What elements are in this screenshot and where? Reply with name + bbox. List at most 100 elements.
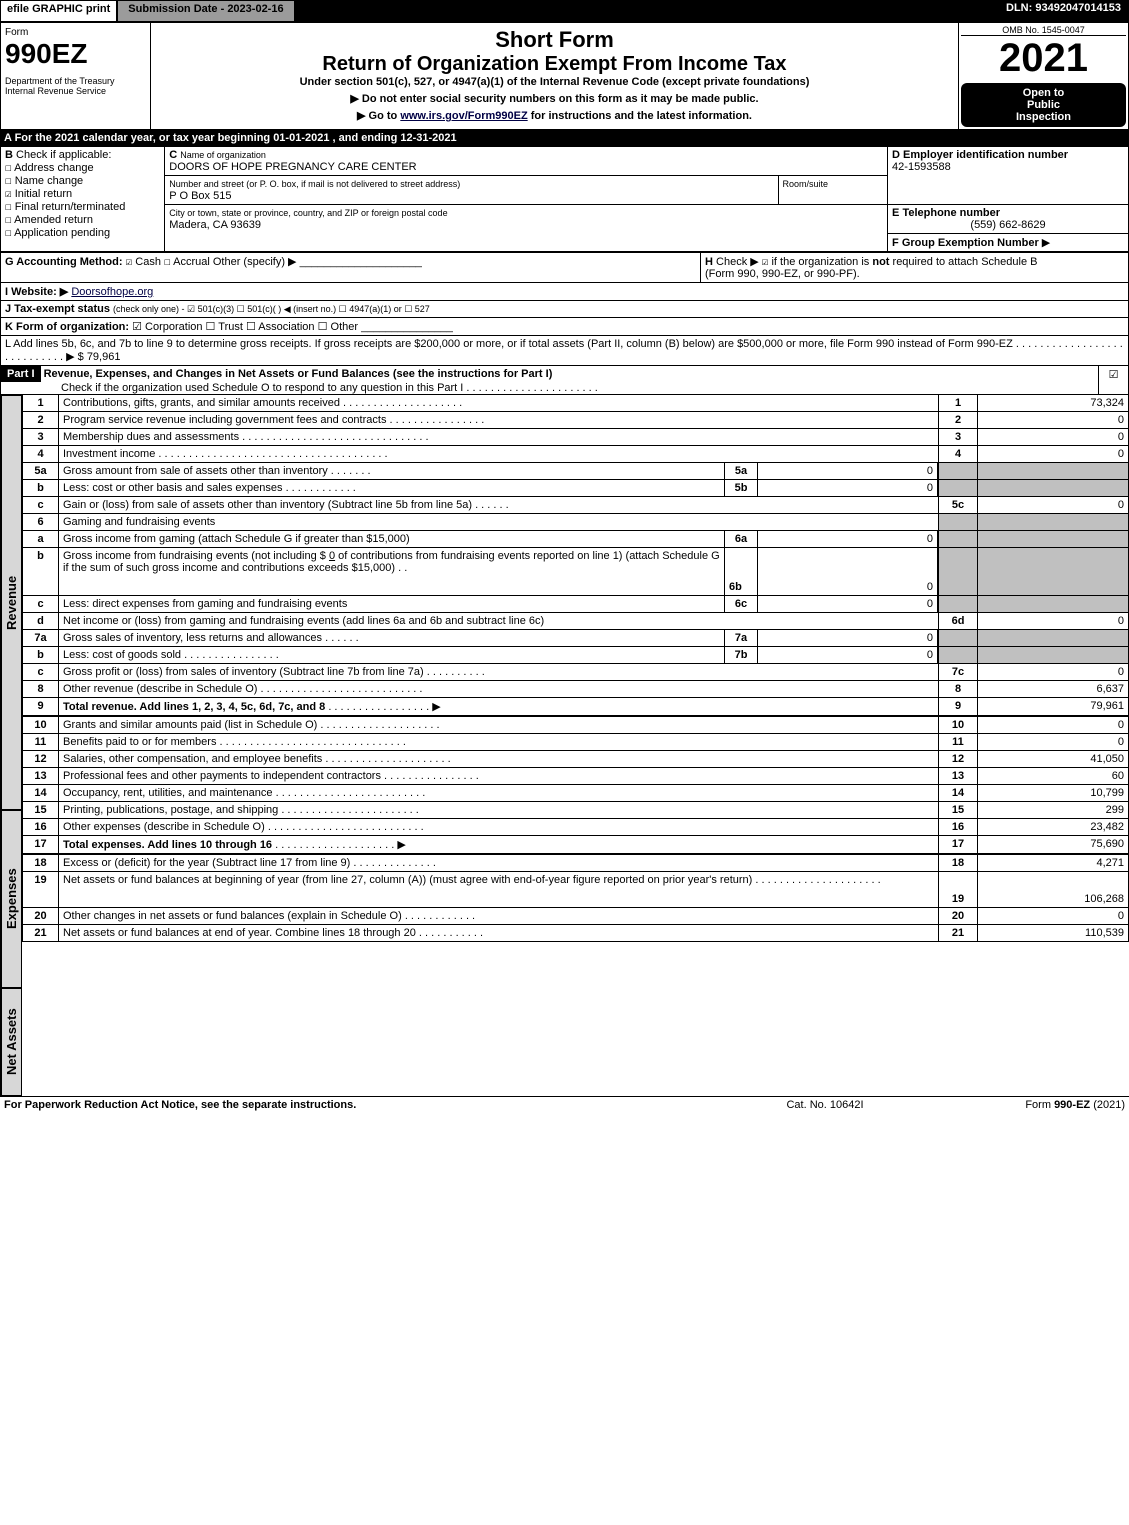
part1-header: Part I Revenue, Expenses, and Changes in… [0,366,1129,395]
amended-return: Amended return [14,214,93,226]
city-value: Madera, CA 93639 [169,219,261,231]
line-6a-desc: Gross income from gaming (attach Schedul… [63,533,410,545]
line-16-desc: Other expenses (describe in Schedule O) [63,821,265,833]
open-public-badge: Open to Public Inspection [961,83,1126,127]
line-8-num: 8 [23,681,59,697]
line-7b-num: b [23,647,59,663]
footer-form-a: Form [1025,1099,1054,1111]
line-15: 15 Printing, publications, postage, and … [22,802,1129,819]
line-12-rn: 12 [938,751,978,767]
line-21-num: 21 [23,925,59,941]
line-11-rn: 11 [938,734,978,750]
line-16-num: 16 [23,819,59,835]
footer-form-c: (2021) [1090,1099,1125,1111]
public: Public [965,99,1122,111]
line-3-rn: 3 [938,429,978,445]
h-not: not [872,256,889,268]
irs-link[interactable]: www.irs.gov/Form990EZ [400,110,527,122]
cb-application-pending[interactable]: ☐ [5,226,12,239]
line-6b-sn: 6b [724,548,758,595]
line-7a-desc: Gross sales of inventory, less returns a… [63,632,322,644]
cb-cash[interactable]: ☑ [126,255,133,268]
line-9-desc: Total revenue. Add lines 1, 2, 3, 4, 5c,… [63,701,325,713]
line-5a-sv: 0 [758,463,938,479]
line-3-desc: Membership dues and assessments [63,431,239,443]
application-pending: Application pending [14,227,110,239]
efile-label[interactable]: efile GRAPHIC print [0,0,117,22]
other-specify: Other (specify) ▶ [213,256,297,268]
line-10: 10 Grants and similar amounts paid (list… [22,717,1129,734]
cash-label: Cash [135,256,161,268]
name-of-org-lbl: Name of organization [180,150,266,160]
line-14-num: 14 [23,785,59,801]
line-2-desc: Program service revenue including govern… [63,414,386,426]
addr-label: Number and street (or P. O. box, if mail… [169,179,460,189]
line-5a-num: 5a [23,463,59,479]
line-10-desc: Grants and similar amounts paid (list in… [63,719,317,731]
cb-initial-return[interactable]: ☑ [5,187,12,200]
check-if-applicable: Check if applicable: [16,149,111,161]
cb-address-change[interactable]: ☐ [5,161,12,174]
line-17-rn: 17 [938,836,978,853]
line-9-val: 79,961 [978,698,1128,715]
instr-go-to: Go to [369,110,401,122]
line-6-gray [938,514,978,530]
line-21: 21 Net assets or fund balances at end of… [22,925,1129,942]
line-4-desc: Investment income [63,448,155,460]
org-name: DOORS OF HOPE PREGNANCY CARE CENTER [169,161,416,173]
name-change: Name change [15,175,84,187]
line-5c-num: c [23,497,59,513]
line-9: 9 Total revenue. Add lines 1, 2, 3, 4, 5… [22,698,1129,717]
line-5c: c Gain or (loss) from sale of assets oth… [22,497,1129,514]
netassets-label: Net Assets [1,988,22,1096]
part1-checkbox[interactable]: ☑ [1098,366,1128,394]
line-13-val: 60 [978,768,1128,784]
addr-value: P O Box 515 [169,190,231,202]
line-8-desc: Other revenue (describe in Schedule O) [63,683,257,695]
line-8-rn: 8 [938,681,978,697]
line-6d-num: d [23,613,59,629]
line-7b-gray [938,647,978,663]
line-5b-sv: 0 [758,480,938,496]
website-link[interactable]: Doorsofhope.org [71,286,153,298]
tax-exempt-row: J Tax-exempt status (check only one) - ☑… [0,301,1129,318]
c-label: C [169,149,177,161]
line-4: 4 Investment income . . . . . . . . . . … [22,446,1129,463]
line-6c-num: c [23,596,59,612]
line-10-val: 0 [978,717,1128,733]
line-7c-num: c [23,664,59,680]
title-short-form: Short Form [155,27,954,53]
line-20-rn: 20 [938,908,978,924]
line-7c-val: 0 [978,664,1128,680]
line-6: 6 Gaming and fundraising events [22,514,1129,531]
line-5c-rn: 5c [938,497,978,513]
line-6a: a Gross income from gaming (attach Sched… [22,531,1129,548]
line-7b-sn: 7b [724,647,758,663]
line-5b-num: b [23,480,59,496]
omb-number: OMB No. 1545-0047 [961,25,1126,36]
expenses-label: Expenses [1,810,22,988]
line-7b-sv: 0 [758,647,938,663]
top-bar: efile GRAPHIC print Submission Date - 20… [0,0,1129,22]
line-7a: 7a Gross sales of inventory, less return… [22,630,1129,647]
cb-name-change[interactable]: ☐ [5,174,12,187]
instr-tail: for instructions and the latest informat… [528,110,752,122]
line-18-rn: 18 [938,855,978,871]
line-17-val: 75,690 [978,836,1128,853]
line-6d-desc: Net income or (loss) from gaming and fun… [63,615,544,627]
line-6c: c Less: direct expenses from gaming and … [22,596,1129,613]
inspection: Inspection [965,111,1122,123]
cb-final-return[interactable]: ☐ [5,200,12,213]
website-row: I Website: ▶ Doorsofhope.org [0,283,1129,301]
line-1-rn: 1 [938,395,978,411]
line-2-rn: 2 [938,412,978,428]
f-label: F Group Exemption Number [892,237,1039,249]
cb-accrual[interactable]: ☐ [164,255,171,268]
cb-amended-return[interactable]: ☐ [5,213,12,226]
line-1-num: 1 [23,395,59,411]
line-7b: b Less: cost of goods sold . . . . . . .… [22,647,1129,664]
g-h-row: G Accounting Method: ☑ Cash ☐ Accrual Ot… [0,252,1129,283]
line-5b-sn: 5b [724,480,758,496]
main-body: Revenue Expenses Net Assets 1 Contributi… [0,395,1129,1096]
line-6a-sn: 6a [724,531,758,547]
